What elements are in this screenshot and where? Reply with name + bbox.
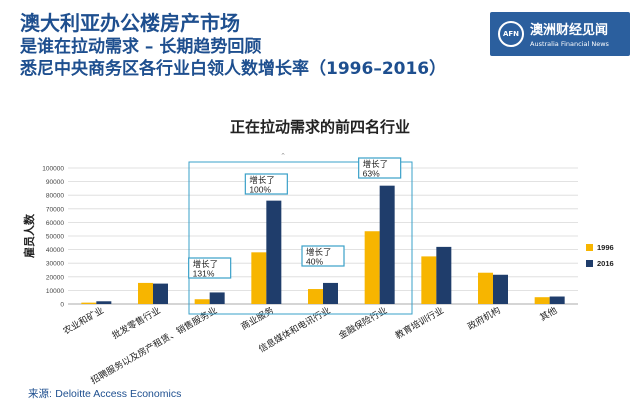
y-tick-label: 80000 xyxy=(46,193,64,200)
bar-2016-6 xyxy=(379,185,395,304)
bar-2016-5 xyxy=(323,282,338,304)
growth-annotation-box xyxy=(188,257,232,279)
frame-marker: ⌃ xyxy=(280,152,286,160)
growth-annotation-label: 增长了 xyxy=(306,247,332,258)
y-tick-label: 20000 xyxy=(46,274,64,281)
bar-1996-3 xyxy=(194,299,210,304)
x-category-label: 教育培训行业 xyxy=(393,304,446,341)
source-label: 来源: xyxy=(28,388,52,400)
growth-annotation-value: 63% xyxy=(363,169,380,179)
legend-swatch-2016 xyxy=(586,260,593,267)
bar-1996-8 xyxy=(478,272,493,304)
x-category-label: 金融保险行业 xyxy=(336,304,389,341)
logo-name-en: Australia Financial News xyxy=(530,40,609,48)
growth-annotation-box xyxy=(301,245,345,267)
source-text: Deloitte Access Economics xyxy=(55,388,182,400)
growth-annotation-label: 增长了 xyxy=(249,175,275,186)
growth-annotation-label: 增长了 xyxy=(193,259,219,270)
x-category-label: 批发零售行业 xyxy=(110,304,163,341)
x-category-label: 商业服务 xyxy=(239,304,276,332)
growth-annotation-value: 131% xyxy=(193,269,215,279)
bar-1996-1 xyxy=(81,302,97,304)
y-tick-label: 60000 xyxy=(46,220,64,227)
y-tick-label: 100000 xyxy=(42,166,64,173)
bar-2016-2 xyxy=(153,283,168,304)
source-note: 来源: Deloitte Access Economics xyxy=(28,386,181,401)
growth-annotation-box xyxy=(244,173,288,195)
legend-label-2016: 2016 xyxy=(597,259,614,268)
highlight-frame xyxy=(188,161,413,315)
y-tick-label: 90000 xyxy=(46,179,64,186)
growth-annotation-value: 100% xyxy=(249,185,271,195)
y-tick-label: 50000 xyxy=(46,234,64,241)
y-axis-title: 雇员人数 xyxy=(22,213,36,258)
page-subtitle-2: 悉尼中央商务区各行业白领人数增长率（1996–2016） xyxy=(20,59,447,79)
bar-2016-8 xyxy=(493,274,508,304)
x-category-label: 其他 xyxy=(538,304,560,323)
growth-annotation-box xyxy=(358,157,402,179)
bar-2016-4 xyxy=(266,200,282,304)
logo-name-cn: 澳洲财经见闻 xyxy=(530,23,609,38)
x-category-label: 农业和矿业 xyxy=(61,304,106,337)
y-tick-label: 10000 xyxy=(46,288,64,295)
bar-1996-9 xyxy=(534,297,550,304)
growth-annotation-label: 增长了 xyxy=(363,159,389,170)
growth-annotation-value: 40% xyxy=(306,257,323,267)
bar-1996-2 xyxy=(138,282,153,304)
bar-2016-1 xyxy=(96,301,112,304)
legend-label-1996: 1996 xyxy=(597,243,614,252)
y-tick-label: 70000 xyxy=(46,206,64,213)
afn-logo: AFN 澳洲财经见闻 Australia Financial News xyxy=(490,12,630,56)
page-title: 澳大利亚办公楼房产市场 xyxy=(20,11,240,35)
page-subtitle-1: 是谁在拉动需求 – 长期趋势回顾 xyxy=(20,37,262,57)
bar-2016-3 xyxy=(209,292,225,304)
y-tick-label: 0 xyxy=(60,302,64,309)
bar-2016-7 xyxy=(436,246,452,304)
legend-swatch-1996 xyxy=(586,244,593,251)
x-category-label: 政府机构 xyxy=(465,304,502,332)
y-tick-label: 30000 xyxy=(46,261,64,268)
bar-1996-6 xyxy=(364,231,380,304)
afn-logo-mark: AFN xyxy=(498,21,524,47)
bar-1996-4 xyxy=(251,252,267,304)
y-tick-label: 40000 xyxy=(46,247,64,254)
chart-title: 正在拉动需求的前四名行业 xyxy=(229,118,410,136)
bar-1996-7 xyxy=(421,256,437,304)
headline: 澳大利亚办公楼房产市场 是谁在拉动需求 – 长期趋势回顾 悉尼中央商务区各行业白… xyxy=(20,10,490,80)
bar-1996-5 xyxy=(308,289,323,304)
bar-2016-9 xyxy=(549,296,565,304)
